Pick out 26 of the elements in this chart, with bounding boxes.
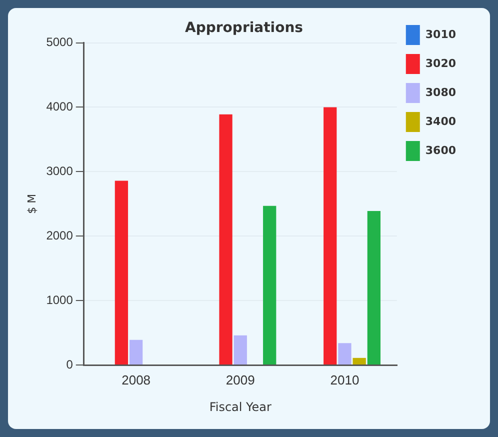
legend-label: 3010 [425,28,456,41]
x-tick-label: 2009 [226,372,255,388]
y-axis-title: $ M [25,194,38,214]
x-tick-label: 2010 [330,372,360,388]
y-tick-label: 2000 [46,228,74,242]
chart-title: Appropriations [185,20,303,36]
legend-label: 3400 [425,114,456,128]
bar [367,210,381,364]
legend-label: 3600 [425,144,456,157]
y-tick-label: 5000 [46,35,74,50]
bar [234,335,247,364]
bar [129,340,143,364]
y-tick-label: 4000 [46,100,74,114]
bar [338,343,352,364]
x-tick-label: 2008 [122,372,151,388]
x-axis-title: Fiscal Year [209,400,272,414]
y-tick-label: 3000 [46,164,74,178]
y-tick-label: 1000 [46,292,74,307]
bar [352,358,366,364]
bar [219,114,232,364]
legend-label: 3020 [425,56,456,70]
legend-label: 3080 [425,86,456,99]
bar [324,107,337,364]
bar [114,180,128,364]
y-tick-label: 0 [66,357,74,372]
bar [263,206,276,364]
